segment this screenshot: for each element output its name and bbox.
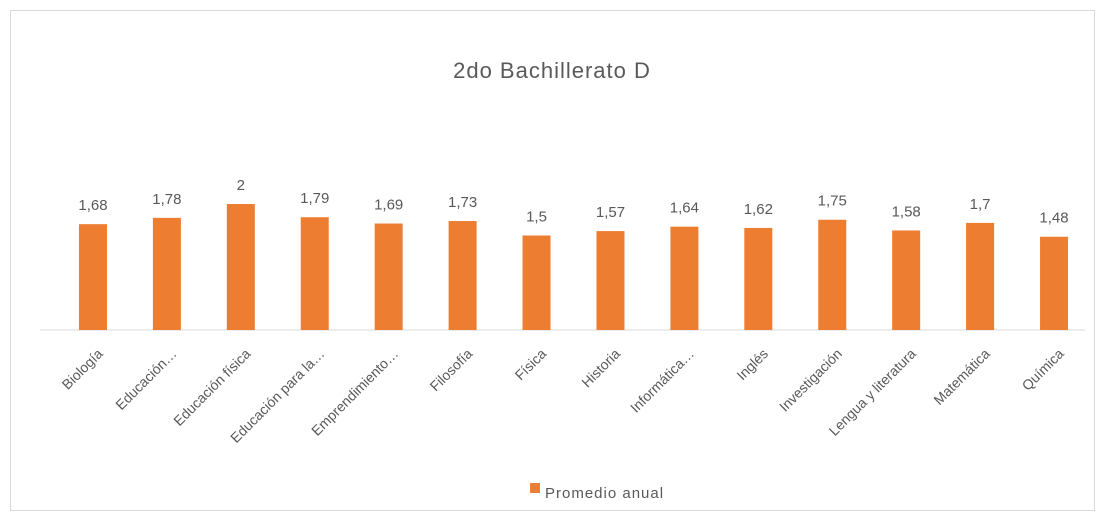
bar (374, 223, 403, 330)
bar (300, 217, 329, 330)
data-label: 1,7 (970, 196, 991, 213)
legend-swatch (530, 483, 540, 493)
bar (670, 226, 699, 330)
data-label: 1,78 (152, 191, 181, 208)
bar (152, 217, 181, 330)
data-label: 1,64 (670, 200, 699, 217)
bar (1040, 236, 1069, 330)
bar (966, 222, 995, 330)
bar (522, 235, 551, 330)
bar (448, 221, 477, 330)
data-label: 1,57 (596, 204, 625, 221)
data-label: 2 (237, 177, 245, 194)
data-label: 1,68 (78, 197, 107, 214)
data-label: 1,73 (448, 194, 477, 211)
data-label: 1,75 (818, 193, 847, 210)
legend-label: Promedio anual (545, 485, 664, 502)
data-label: 1,5 (526, 208, 547, 225)
bar (226, 204, 255, 330)
data-label: 1,48 (1039, 210, 1068, 227)
data-label: 1,69 (374, 196, 403, 213)
bar (596, 231, 625, 330)
bar (892, 230, 921, 330)
bar (744, 227, 773, 330)
data-label: 1,58 (892, 203, 921, 220)
data-label: 1,79 (300, 190, 329, 207)
bar (78, 224, 107, 330)
bar (818, 219, 847, 330)
data-label: 1,62 (744, 201, 773, 218)
chart-title: 2do Bachillerato D (453, 58, 651, 83)
